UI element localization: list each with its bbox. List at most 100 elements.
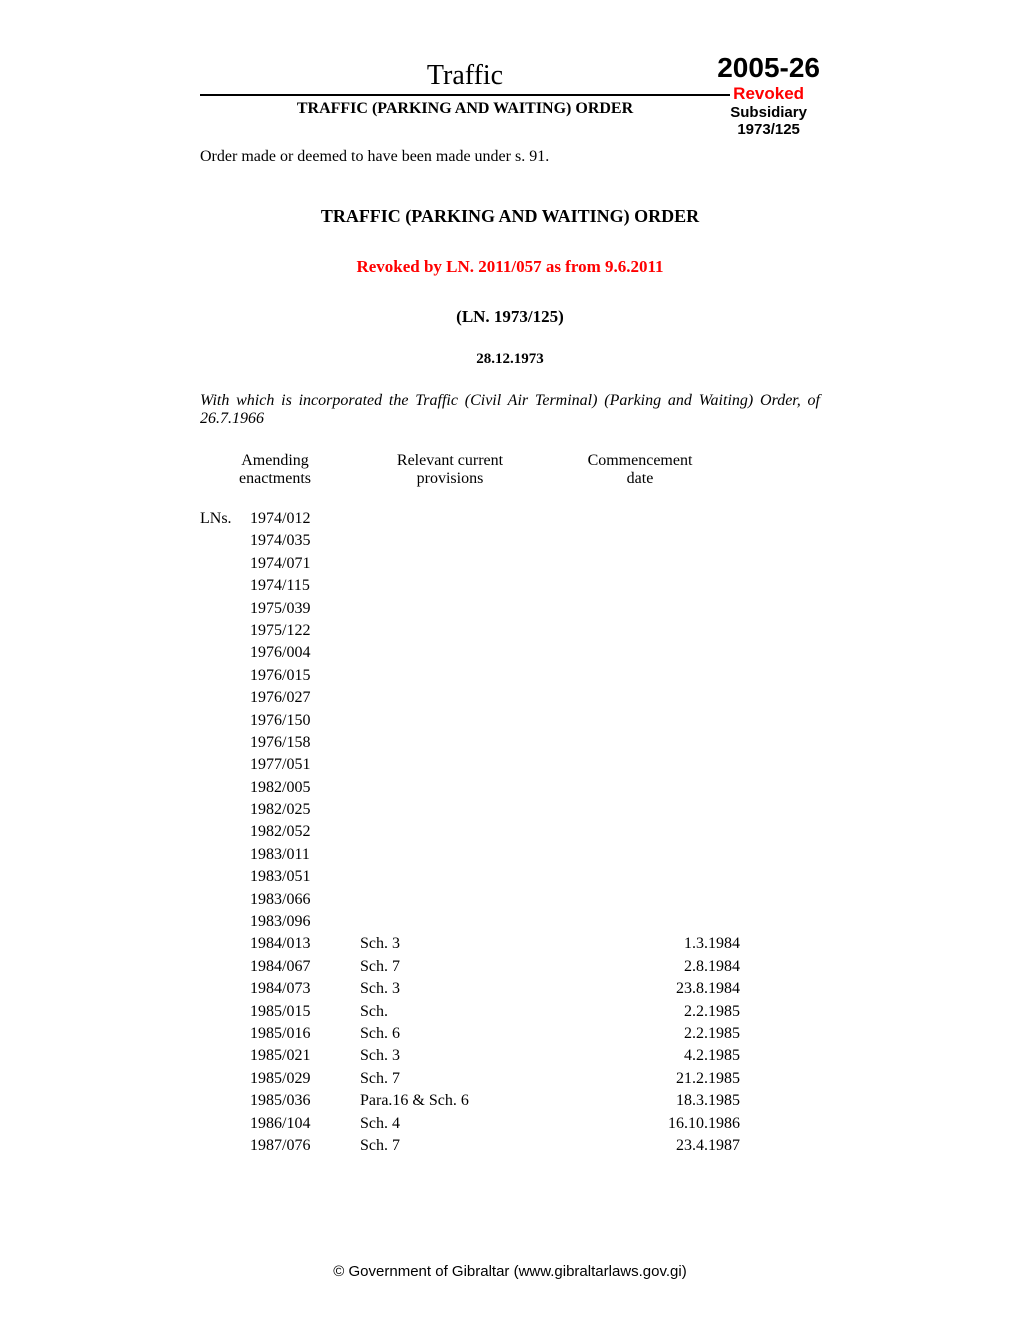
provision-cell: Sch. bbox=[350, 1001, 610, 1023]
order-made-text: Order made or deemed to have been made u… bbox=[200, 148, 820, 166]
enactment-cell: 1984/073 bbox=[250, 978, 350, 1000]
prefix-cell bbox=[200, 1113, 250, 1135]
table-header: Amending enactments Relevant current pro… bbox=[200, 452, 820, 488]
table-row: 1983/011 bbox=[200, 844, 820, 866]
header-title: Traffic bbox=[200, 60, 730, 96]
enactment-cell: 1974/071 bbox=[250, 553, 350, 575]
table-row: 1983/066 bbox=[200, 889, 820, 911]
provision-cell bbox=[350, 710, 610, 732]
provision-cell bbox=[350, 575, 610, 597]
provision-cell bbox=[350, 553, 610, 575]
table-row: 1976/027 bbox=[200, 687, 820, 709]
date-cell: 2.8.1984 bbox=[610, 956, 740, 978]
date-cell bbox=[610, 866, 740, 888]
enactment-cell: 1987/076 bbox=[250, 1135, 350, 1157]
table-row: 1982/005 bbox=[200, 777, 820, 799]
table-body: LNs.1974/0121974/0351974/0711974/115 1975… bbox=[200, 508, 820, 1157]
ref-number: 1973/125 bbox=[717, 121, 820, 138]
date-cell bbox=[610, 777, 740, 799]
date-cell: 1.3.1984 bbox=[610, 933, 740, 955]
enactment-cell: 1976/015 bbox=[250, 665, 350, 687]
table-row: 1984/013Sch. 31.3.1984 bbox=[200, 933, 820, 955]
provision-cell bbox=[350, 866, 610, 888]
provision-cell bbox=[350, 821, 610, 843]
prefix-cell bbox=[200, 1068, 250, 1090]
col-header-provisions: Relevant current provisions bbox=[350, 452, 550, 488]
enactment-cell: 1976/150 bbox=[250, 710, 350, 732]
enactment-cell: 1974/115 bbox=[250, 575, 350, 597]
prefix-cell bbox=[200, 956, 250, 978]
enactment-cell: 1982/025 bbox=[250, 799, 350, 821]
enactment-cell: 1985/029 bbox=[250, 1068, 350, 1090]
date-cell bbox=[610, 754, 740, 776]
provision-cell bbox=[350, 754, 610, 776]
enactment-cell: 1985/015 bbox=[250, 1001, 350, 1023]
provision-cell: Sch. 4 bbox=[350, 1113, 610, 1135]
date-cell: 16.10.1986 bbox=[610, 1113, 740, 1135]
enactment-cell: 1976/027 bbox=[250, 687, 350, 709]
date-cell: 4.2.1985 bbox=[610, 1045, 740, 1067]
col-header-amending: Amending enactments bbox=[200, 452, 350, 488]
prefix-cell bbox=[200, 844, 250, 866]
doc-number: 2005-26 bbox=[717, 52, 820, 84]
incorporated-text: With which is incorporated the Traffic (… bbox=[200, 392, 820, 428]
prefix-cell bbox=[200, 1045, 250, 1067]
prefix-cell bbox=[200, 866, 250, 888]
provision-cell bbox=[350, 598, 610, 620]
provision-cell bbox=[350, 777, 610, 799]
provision-cell bbox=[350, 889, 610, 911]
enactment-cell: 1985/036 bbox=[250, 1090, 350, 1112]
table-row: LNs.1974/012 bbox=[200, 508, 820, 530]
table-row: 1984/067Sch. 72.8.1984 bbox=[200, 956, 820, 978]
table-row: 1974/115 bbox=[200, 575, 820, 597]
enactment-cell: 1976/004 bbox=[250, 642, 350, 664]
enactment-cell: 1974/012 bbox=[250, 508, 350, 530]
provision-cell bbox=[350, 665, 610, 687]
date-cell: 2.2.1985 bbox=[610, 1023, 740, 1045]
date-cell bbox=[610, 710, 740, 732]
date-cell bbox=[610, 844, 740, 866]
document-date: 28.12.1973 bbox=[200, 351, 820, 368]
prefix-cell bbox=[200, 710, 250, 732]
provision-cell: Sch. 3 bbox=[350, 978, 610, 1000]
enactment-cell: 1982/005 bbox=[250, 777, 350, 799]
ln-number: (LN. 1973/125) bbox=[200, 307, 820, 327]
provision-cell bbox=[350, 844, 610, 866]
date-cell bbox=[610, 575, 740, 597]
prefix-cell bbox=[200, 799, 250, 821]
provision-cell: Sch. 6 bbox=[350, 1023, 610, 1045]
prefix-cell bbox=[200, 1135, 250, 1157]
prefix-cell bbox=[200, 1001, 250, 1023]
prefix-cell bbox=[200, 575, 250, 597]
date-cell bbox=[610, 642, 740, 664]
table-row: 1983/096 bbox=[200, 911, 820, 933]
enactment-cell: 1974/035 bbox=[250, 530, 350, 552]
date-cell: 23.8.1984 bbox=[610, 978, 740, 1000]
table-row: 1985/036Para.16 & Sch. 618.3.1985 bbox=[200, 1090, 820, 1112]
table-row: 1984/073Sch. 323.8.1984 bbox=[200, 978, 820, 1000]
date-cell bbox=[610, 799, 740, 821]
table-row: 1977/051 bbox=[200, 754, 820, 776]
enactment-cell: 1983/011 bbox=[250, 844, 350, 866]
date-cell bbox=[610, 889, 740, 911]
date-cell: 21.2.1985 bbox=[610, 1068, 740, 1090]
header-right: 2005-26 Revoked Subsidiary 1973/125 bbox=[717, 52, 820, 138]
table-row: 1974/035 bbox=[200, 530, 820, 552]
prefix-cell bbox=[200, 530, 250, 552]
prefix-cell bbox=[200, 1090, 250, 1112]
table-row: 1982/025 bbox=[200, 799, 820, 821]
table-row: 1976/015 bbox=[200, 665, 820, 687]
enactment-cell: 1982/052 bbox=[250, 821, 350, 843]
header-left: Traffic TRAFFIC (PARKING AND WAITING) OR… bbox=[200, 60, 730, 118]
table-row: 1985/015Sch.2.2.1985 bbox=[200, 1001, 820, 1023]
prefix-cell bbox=[200, 553, 250, 575]
table-row: 1974/071 bbox=[200, 553, 820, 575]
table-row: 1983/051 bbox=[200, 866, 820, 888]
enactment-cell: 1983/051 bbox=[250, 866, 350, 888]
date-cell: 2.2.1985 bbox=[610, 1001, 740, 1023]
amendments-table: Amending enactments Relevant current pro… bbox=[200, 452, 820, 1157]
prefix-cell bbox=[200, 665, 250, 687]
main-title: TRAFFIC (PARKING AND WAITING) ORDER bbox=[200, 206, 820, 227]
enactment-cell: 1977/051 bbox=[250, 754, 350, 776]
table-row: 1975/122 bbox=[200, 620, 820, 642]
